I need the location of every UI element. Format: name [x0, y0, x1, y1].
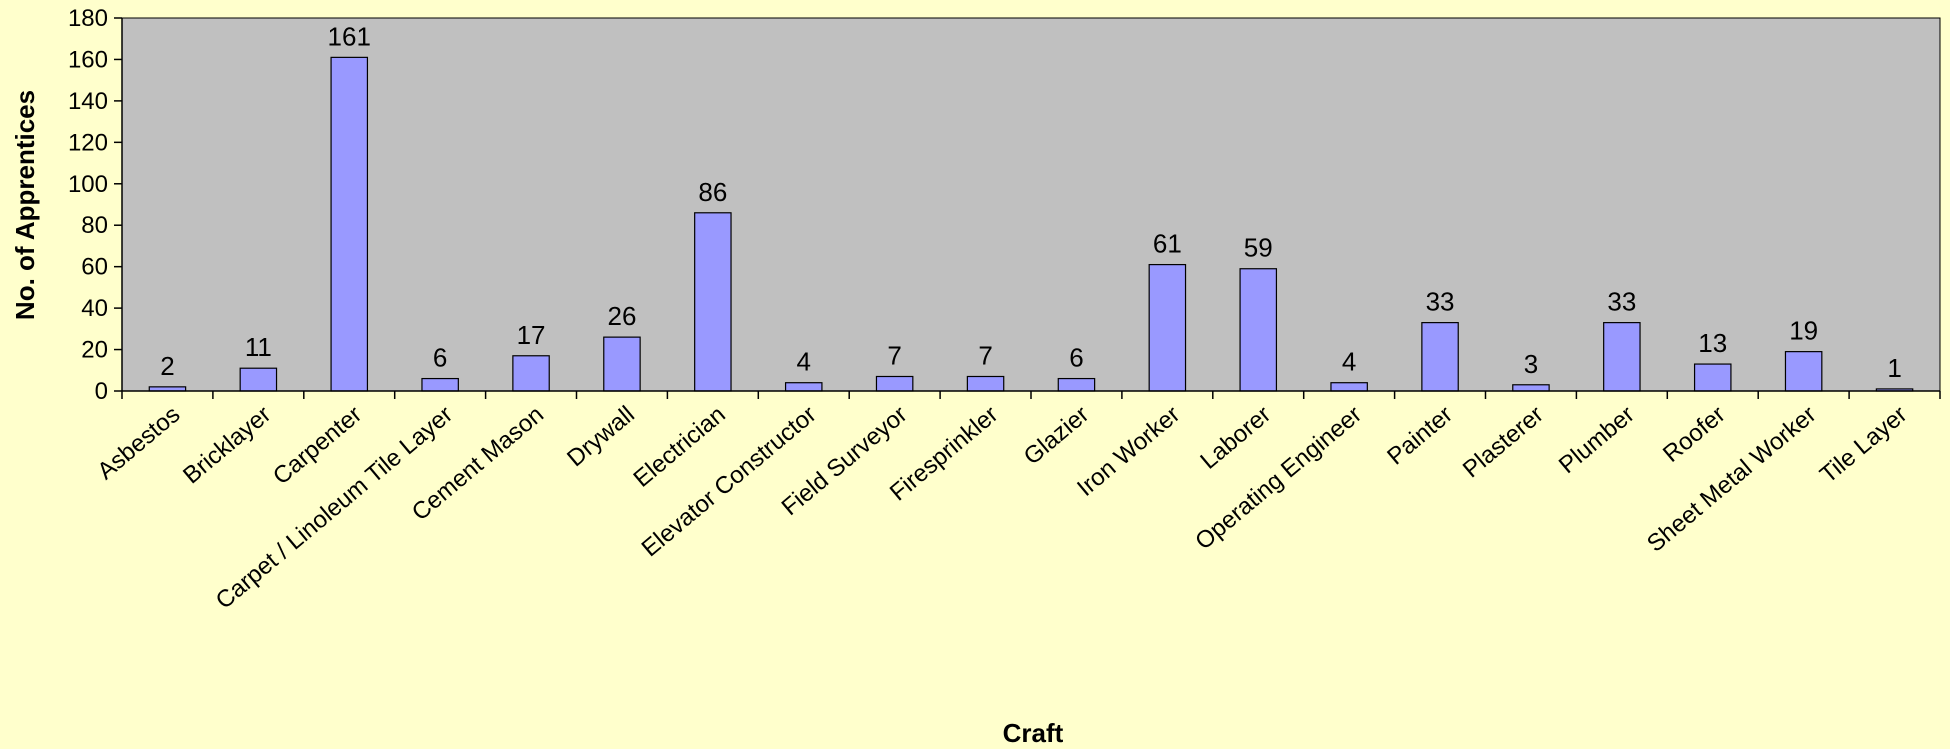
data-label: 1 — [1887, 353, 1901, 383]
bar-carpet-linoleum-tile-layer — [421, 377, 459, 392]
data-label: 33 — [1607, 287, 1636, 317]
bar-field-surveyor — [875, 375, 914, 392]
data-label: 2 — [160, 351, 174, 381]
x-axis-title: Craft — [1003, 718, 1064, 748]
data-label: 7 — [887, 340, 901, 370]
data-label: 13 — [1698, 328, 1727, 358]
y-tick-label: 160 — [68, 46, 108, 73]
y-tick-label: 60 — [81, 254, 108, 281]
data-label: 61 — [1153, 229, 1182, 259]
y-tick-label: 140 — [68, 88, 108, 115]
bar-sheet-metal-worker — [1784, 351, 1823, 392]
category-label: Plumber — [1554, 401, 1640, 479]
bar-drywall — [603, 336, 641, 392]
bar-firesprinkler — [966, 375, 1005, 392]
y-tick-label: 180 — [68, 5, 108, 32]
y-tick-label: 100 — [68, 171, 108, 198]
data-label: 7 — [978, 340, 992, 370]
bar-plumber — [1603, 322, 1641, 392]
category-label: Tile Layer — [1815, 401, 1912, 489]
y-axis-ticks: 0 20 40 60 80 100 120 140 160 180 — [68, 5, 122, 405]
x-axis-ticks — [121, 391, 1941, 399]
category-label: Sheet Metal Worker — [1642, 401, 1821, 558]
y-tick-label: 0 — [95, 378, 108, 405]
data-label: 17 — [517, 320, 546, 350]
y-tick-label: 20 — [81, 337, 108, 364]
bar-plasterer — [1512, 384, 1550, 392]
category-label: Asbestos — [92, 401, 185, 485]
bar-carpenter — [330, 56, 369, 392]
data-label: 33 — [1426, 287, 1455, 317]
data-label: 6 — [433, 343, 447, 373]
data-label: 161 — [328, 21, 371, 51]
category-label: Drywall — [562, 401, 640, 472]
bar-iron-worker — [1148, 263, 1187, 392]
category-label: Operating Engineer — [1190, 401, 1367, 555]
data-label: 3 — [1524, 349, 1538, 379]
bar-laborer — [1239, 268, 1278, 392]
y-tick-label: 120 — [68, 129, 108, 156]
bar-bricklayer — [239, 367, 278, 392]
data-label: 6 — [1069, 343, 1083, 373]
data-label: 26 — [607, 301, 636, 331]
data-label: 4 — [797, 347, 811, 377]
bar-roofer — [1693, 363, 1732, 392]
y-tick-label: 80 — [81, 212, 108, 239]
bar-elevator-constructor — [784, 382, 823, 392]
category-label: Roofer — [1658, 401, 1731, 468]
y-tick-label: 40 — [81, 295, 108, 322]
bar-cement-mason — [512, 355, 550, 392]
data-label: 86 — [698, 177, 727, 207]
y-axis-title: No. of Apprentices — [10, 90, 40, 320]
category-label: Glazier — [1019, 401, 1095, 471]
category-label: Plasterer — [1458, 401, 1549, 483]
data-label: 11 — [245, 332, 272, 362]
bar-painter — [1421, 322, 1459, 392]
category-label: Painter — [1382, 401, 1458, 471]
bar-operating-engineer — [1330, 382, 1368, 392]
data-label: 4 — [1342, 347, 1356, 377]
plot-area — [121, 17, 1941, 392]
bar-electrician — [694, 212, 732, 392]
data-label: 59 — [1244, 233, 1273, 263]
bars — [148, 56, 1914, 392]
category-label: Bricklayer — [178, 401, 276, 489]
category-label: Elevator Constructor — [637, 401, 822, 562]
bar-glazier — [1057, 377, 1096, 392]
category-label: Laborer — [1195, 401, 1276, 475]
data-label: 19 — [1789, 316, 1818, 346]
